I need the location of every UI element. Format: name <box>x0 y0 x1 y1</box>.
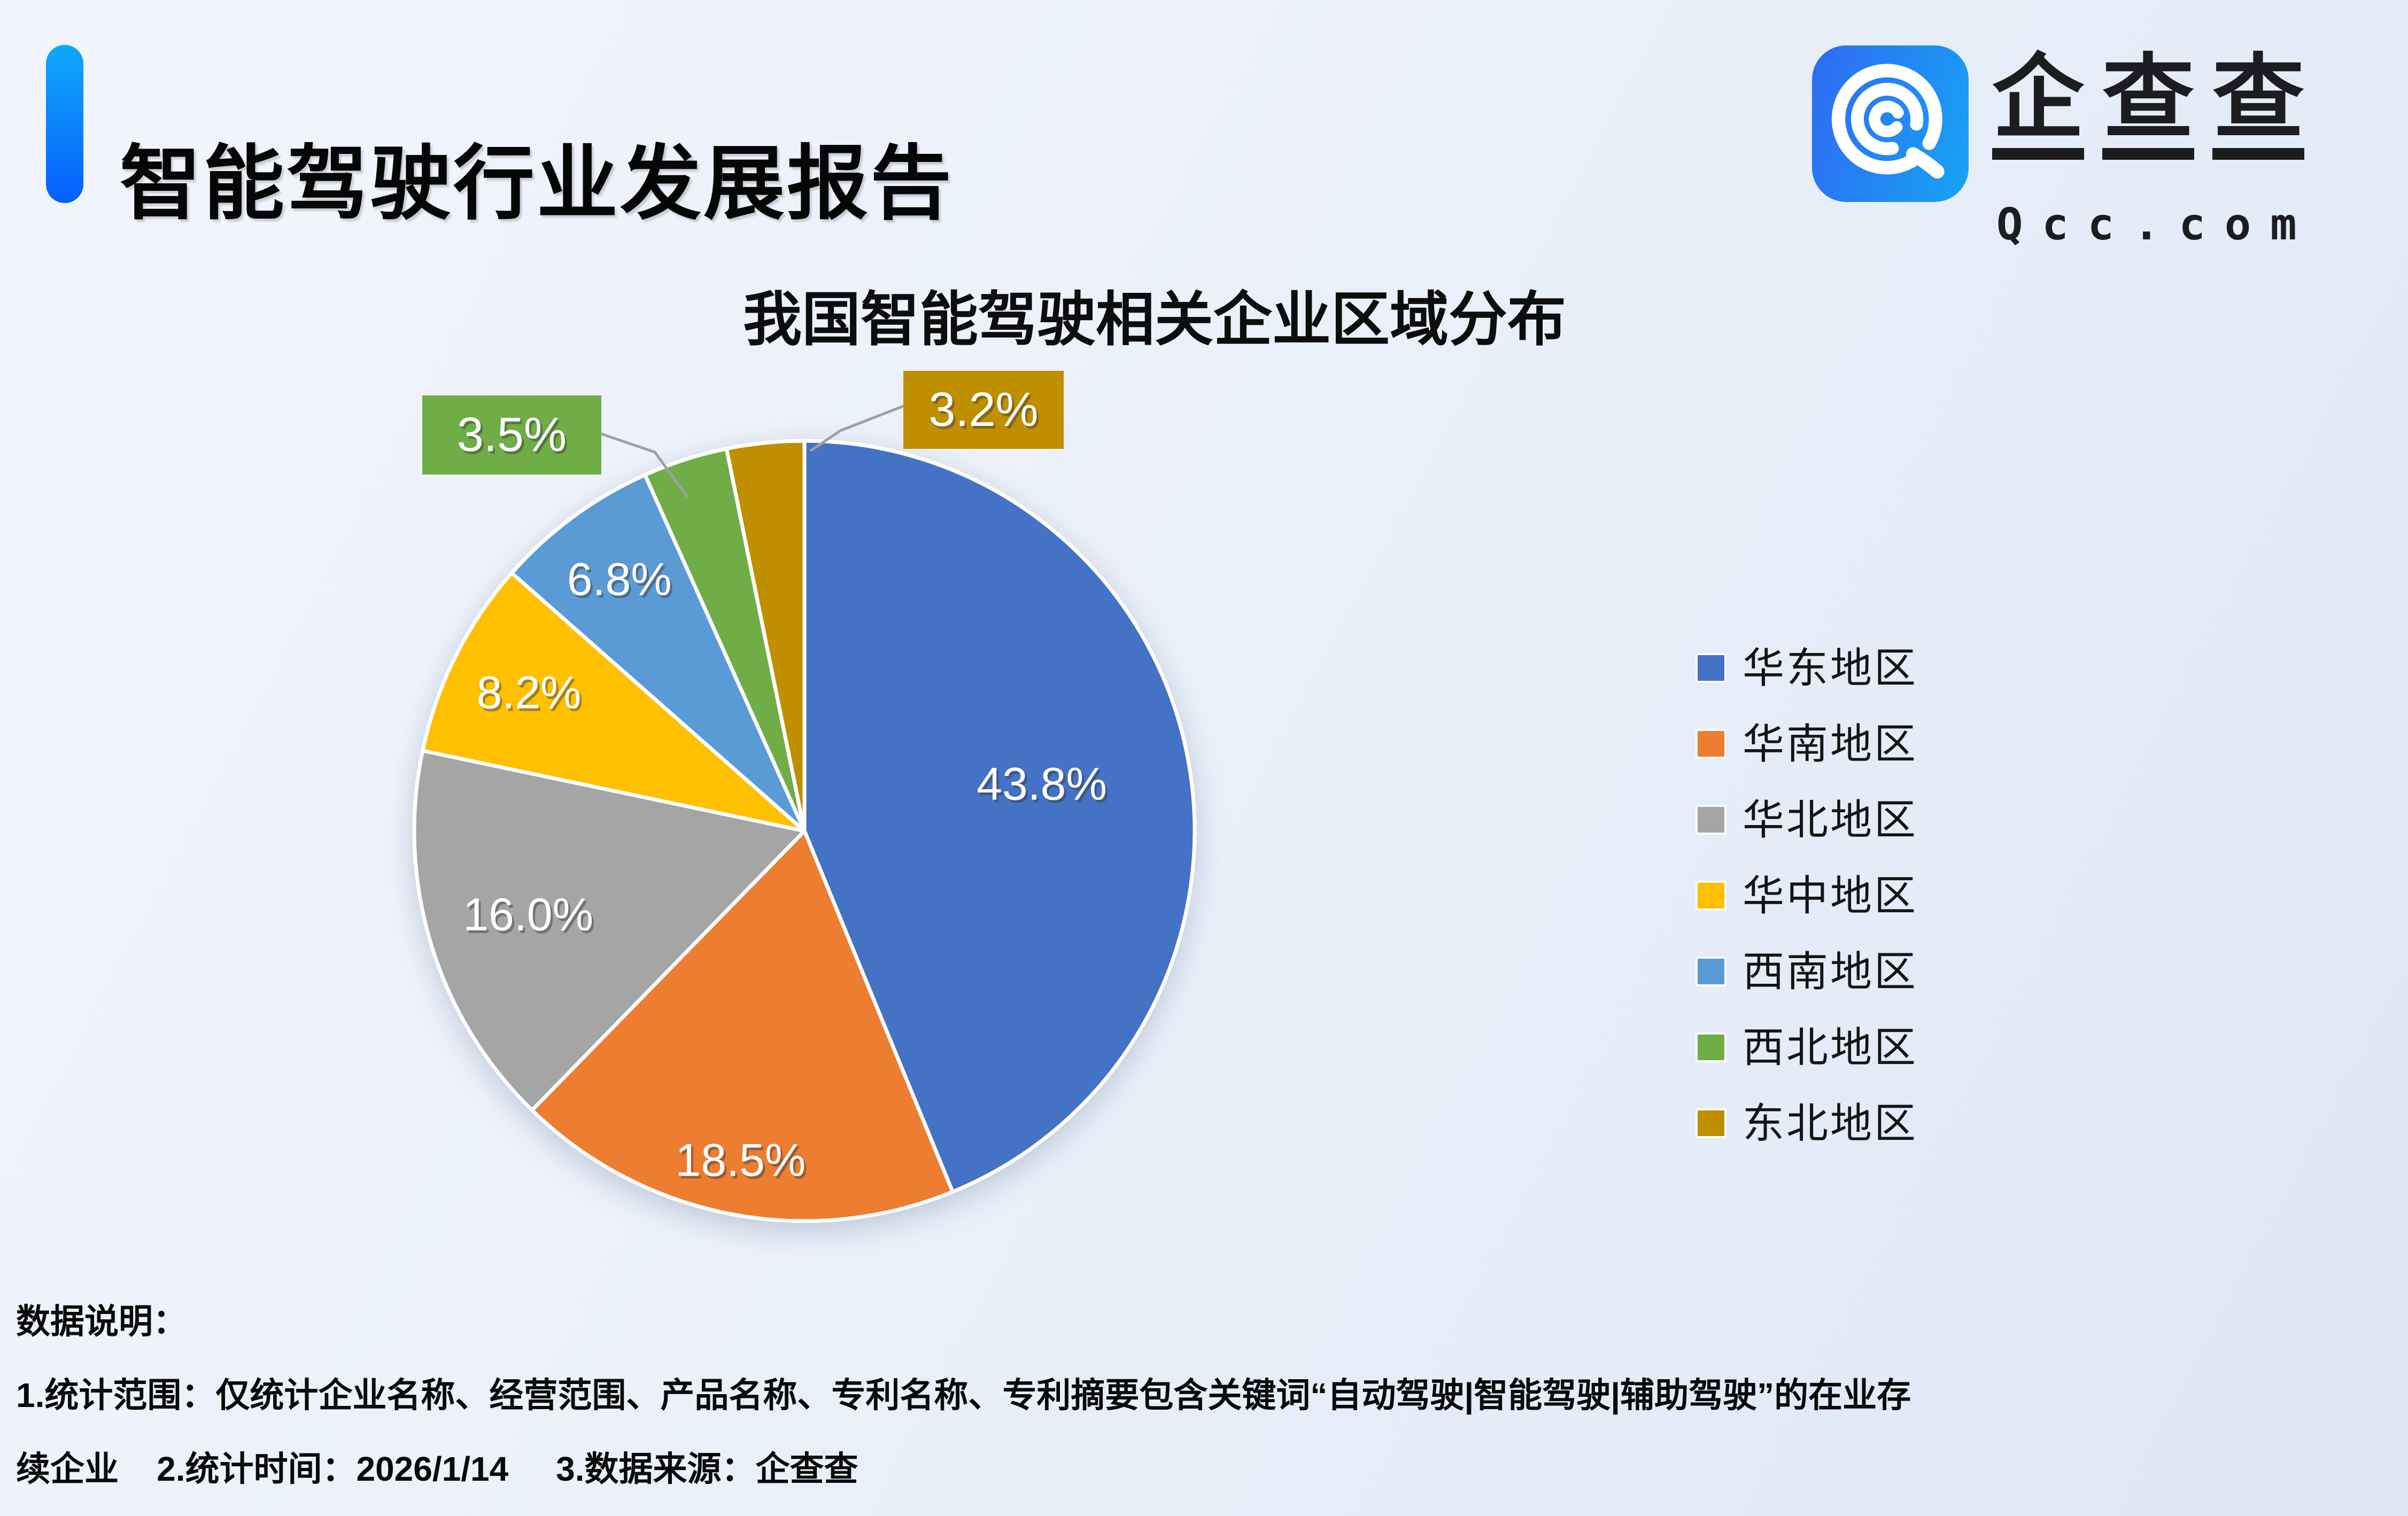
pie-data-label: 18.5% <box>677 1137 808 1188</box>
pie-data-label: 6.8% <box>569 557 674 608</box>
footnote: 数据说明： 1.统计范围：仅统计企业名称、经营范围、产品名称、专利名称、专利摘要… <box>16 1285 2397 1506</box>
pie-slice-华东地区 <box>802 439 1197 1194</box>
legend-item: 华南地区 <box>1695 723 1918 765</box>
callout-box-西北地区 <box>422 395 601 475</box>
page-title: 智能驾驶行业发展报告 <box>120 138 954 229</box>
pie-data-label: 3.5% <box>459 411 569 464</box>
chart-title: 我国智能驾驶相关企业区域分布 <box>743 287 1566 353</box>
legend-label: 华中地区 <box>1743 872 1918 919</box>
legend-label: 东北地区 <box>1743 1100 1918 1147</box>
legend-label: 西北地区 <box>1743 1024 1918 1071</box>
legend-item: 华北地区 <box>1695 799 1918 841</box>
pie-slice-华中地区 <box>421 571 807 833</box>
qcc-domain-text: Qcc.com <box>1996 199 2316 250</box>
callout-leader-line <box>601 432 689 498</box>
qcc-wordmark-char: 查 <box>2212 52 2304 160</box>
legend-item: 西南地区 <box>1695 951 1918 992</box>
pie-data-label: 18.5% <box>675 1134 806 1186</box>
callout-leader-line <box>809 405 904 453</box>
pie-data-label: 16.0% <box>463 889 593 940</box>
footnote-heading: 数据说明： <box>16 1302 187 1341</box>
pie-data-label: 6.8% <box>567 554 672 605</box>
title-accent-bar <box>46 45 83 203</box>
pie-slice-西南地区 <box>509 473 807 833</box>
pie-data-label: 8.2% <box>477 667 582 718</box>
legend-label: 西南地区 <box>1743 948 1918 995</box>
qcc-swirl-magnifier-icon <box>1812 45 1969 202</box>
callout-box-东北地区 <box>903 371 1064 449</box>
legend-swatch-icon <box>1695 881 1726 911</box>
legend-swatch-icon <box>1695 653 1726 683</box>
legend-item: 华中地区 <box>1695 875 1918 916</box>
legend-swatch-icon <box>1695 1108 1726 1138</box>
footnote-line-2: 续企业 2.统计时间：2026/1/14 3.数据来源：企查查 <box>16 1450 858 1488</box>
legend-swatch-icon <box>1695 805 1726 835</box>
pie-data-label: 43.8% <box>977 758 1107 810</box>
qcc-wordmark-char: 查 <box>2102 52 2194 160</box>
legend-swatch-icon <box>1695 1032 1726 1062</box>
pie-slice-东北地区 <box>724 439 807 833</box>
legend-swatch-icon <box>1695 729 1726 759</box>
legend-item: 华东地区 <box>1695 647 1918 689</box>
pie-slice-华北地区 <box>412 749 807 1113</box>
legend-label: 华东地区 <box>1743 644 1918 691</box>
legend-label: 华南地区 <box>1743 720 1918 767</box>
legend-label: 华北地区 <box>1743 796 1918 843</box>
legend-swatch-icon <box>1695 957 1726 986</box>
legend-item: 西北地区 <box>1695 1027 1918 1068</box>
legend-item: 东北地区 <box>1695 1102 1918 1144</box>
pie-data-label: 16.0% <box>465 892 595 943</box>
pie-data-label: 8.2% <box>479 670 584 721</box>
footnote-line-1: 1.统计范围：仅统计企业名称、经营范围、产品名称、专利名称、专利摘要包含关键词“… <box>16 1376 1911 1414</box>
pie-data-label: 43.8% <box>979 761 1109 812</box>
pie-data-label: 3.2% <box>928 383 1038 437</box>
pie-data-label: 3.2% <box>931 386 1040 439</box>
legend: 华东地区 华南地区 华北地区 华中地区 西南地区 西北地区 东北地区 <box>1695 647 1918 1184</box>
qcc-wordmark: 企查查 <box>1992 52 2304 160</box>
pie-slice-华南地区 <box>530 829 955 1223</box>
qcc-wordmark-char: 企 <box>1992 52 2084 160</box>
pie-data-label: 3.5% <box>457 408 567 462</box>
